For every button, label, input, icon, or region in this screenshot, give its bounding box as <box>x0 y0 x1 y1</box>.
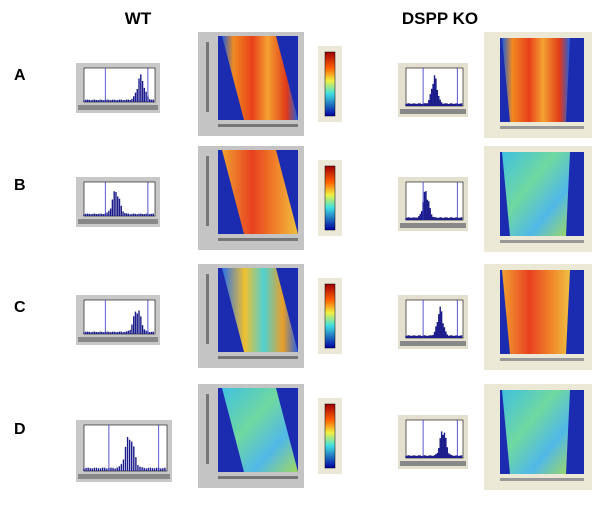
map-band <box>222 36 298 120</box>
colorbar <box>324 165 336 231</box>
map-band <box>222 268 298 352</box>
map-band <box>222 150 298 234</box>
map-band <box>502 152 570 236</box>
histogram-bars <box>405 75 463 106</box>
map-band <box>502 270 570 354</box>
rows: A B C D <box>14 32 592 490</box>
row-label: A <box>14 67 26 84</box>
histogram-bars <box>83 74 154 102</box>
histogram-caption <box>400 223 466 228</box>
map-axis <box>500 240 584 243</box>
histogram-caption <box>400 341 466 346</box>
map-axis <box>206 156 209 226</box>
histogram-bars <box>83 191 154 216</box>
colorbar <box>324 51 336 117</box>
map-axis <box>500 358 584 361</box>
map-axis <box>218 476 298 479</box>
row-label: C <box>14 299 26 316</box>
histogram-plot <box>83 299 156 335</box>
header-ko: DSPP KO <box>402 9 478 28</box>
map-axis <box>218 356 298 359</box>
histogram-caption <box>400 109 466 114</box>
histogram-bars <box>405 191 463 220</box>
map-axis <box>218 124 298 127</box>
colorbar <box>324 283 336 349</box>
histogram-plot <box>405 299 464 339</box>
colorbar <box>324 403 336 469</box>
histogram-plot <box>405 181 464 221</box>
map-axis <box>206 274 209 344</box>
histogram-caption <box>78 337 158 342</box>
map-axis <box>206 394 209 464</box>
map-axis <box>218 238 298 241</box>
map-axis <box>500 478 584 481</box>
header-wt: WT <box>125 9 152 28</box>
map-band <box>502 38 570 122</box>
histogram-bars <box>405 306 463 338</box>
map-axis <box>500 126 584 129</box>
map-band <box>222 388 298 472</box>
map-axis <box>206 42 209 112</box>
map-band <box>502 390 570 474</box>
histogram-bars <box>405 431 463 458</box>
histogram-caption <box>78 474 170 479</box>
histogram-plot <box>405 419 464 459</box>
histogram-caption <box>78 219 158 224</box>
histogram-caption <box>78 105 158 110</box>
histogram-caption <box>400 461 466 466</box>
row-label: B <box>14 177 26 194</box>
histogram-bars <box>83 310 154 334</box>
row-label: D <box>14 421 26 438</box>
histogram-bars <box>83 437 166 471</box>
